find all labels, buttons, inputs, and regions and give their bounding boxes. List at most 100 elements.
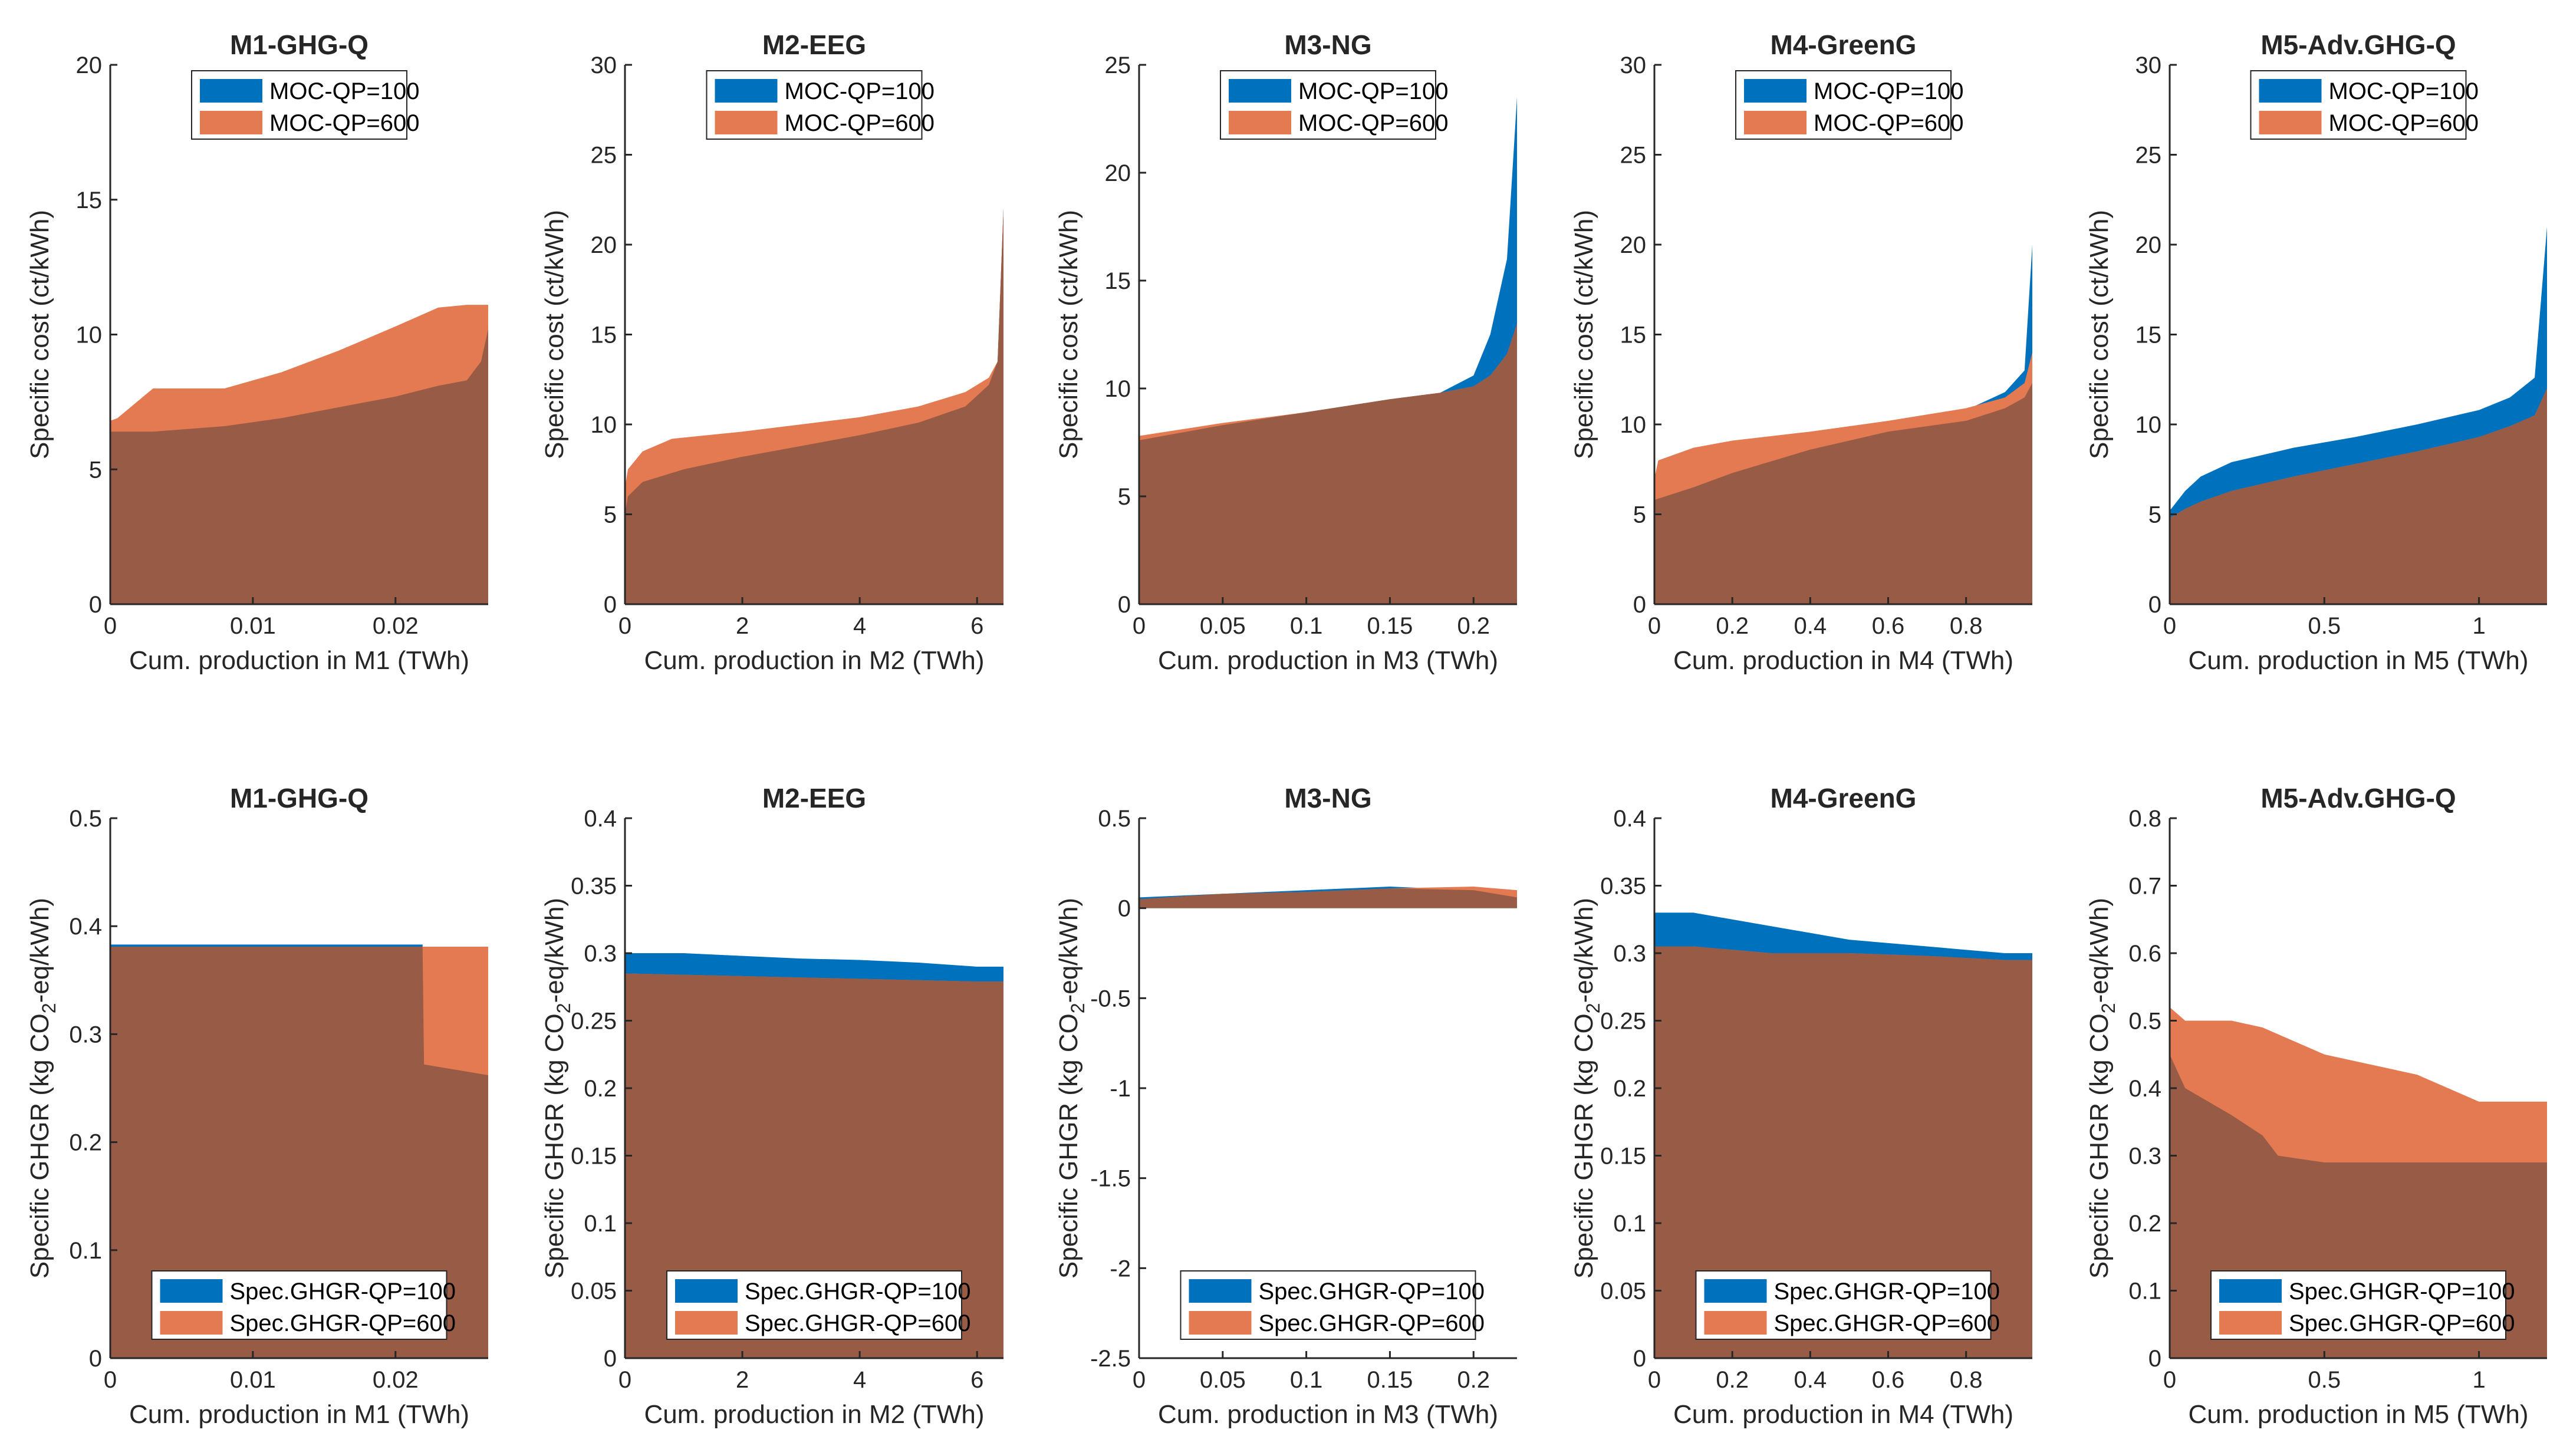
y-tick-label: 0.1 [69, 1238, 102, 1264]
legend-entry: Spec.GHGR-QP=100 [1259, 1279, 1485, 1305]
series-group [1139, 887, 1517, 908]
series-group [110, 305, 488, 604]
x-tick-label: 0.6 [1872, 613, 1905, 639]
legend-swatch [200, 111, 262, 134]
y-tick-label: 0.25 [571, 1009, 617, 1035]
series-area-overlap [625, 973, 1003, 1358]
y-tick-label: 10 [1620, 412, 1647, 438]
legend-swatch [1229, 79, 1291, 103]
legend-entry: Spec.GHGR-QP=600 [230, 1310, 456, 1336]
x-tick-label: 0.15 [1367, 1367, 1413, 1393]
y-tick-label: -0.5 [1090, 986, 1131, 1012]
x-tick-label: 0.6 [1872, 1367, 1905, 1393]
y-tick-label: 0.15 [1600, 1144, 1646, 1170]
y-tick-label: 0.35 [1600, 874, 1646, 900]
y-tick-label: 15 [1620, 322, 1647, 348]
legend: Spec.GHGR-QP=100 Spec.GHGR-QP=600 [666, 1270, 971, 1340]
y-tick-label: 0.05 [571, 1279, 617, 1305]
x-tick-label: 0.02 [373, 613, 419, 639]
legend-entry: Spec.GHGR-QP=100 [230, 1279, 456, 1305]
y-tick-label: 0.25 [1600, 1009, 1646, 1035]
series-area-overlap [2170, 388, 2547, 604]
y-tick-label: 0 [1633, 1346, 1646, 1372]
y-tick-label: 0.4 [584, 806, 617, 832]
y-tick-label: 5 [604, 502, 617, 528]
y-tick-label: 25 [1105, 52, 1131, 78]
x-tick-label: 0.1 [1290, 613, 1323, 639]
x-tick-label: 0 [1648, 1367, 1661, 1393]
legend-entry: MOC-QP=100 [785, 78, 935, 104]
y-tick-label: 0.15 [571, 1144, 617, 1170]
legend-entry: Spec.GHGR-QP=600 [745, 1310, 971, 1336]
legend-swatch [1744, 111, 1807, 134]
legend-swatch [160, 1279, 223, 1303]
y-tick-label: 0 [1118, 896, 1131, 922]
legend-swatch [2259, 111, 2322, 134]
series-group [1654, 245, 2032, 604]
x-axis-label: Cum. production in M5 (TWh) [2188, 1400, 2528, 1429]
x-tick-label: 0.2 [1457, 613, 1490, 639]
y-tick-label: 30 [1620, 52, 1647, 78]
y-tick-label: 15 [2135, 322, 2162, 348]
x-tick-label: 0 [2163, 1367, 2176, 1393]
legend-entry: MOC-QP=600 [1298, 110, 1449, 136]
y-tick-label: -2 [1110, 1256, 1131, 1282]
legend: MOC-QP=100 MOC-QP=600 [1220, 70, 1449, 140]
x-tick-label: 4 [853, 1367, 866, 1393]
y-tick-label: 25 [2135, 143, 2162, 169]
y-tick-label: 0 [89, 1346, 102, 1372]
y-tick-label: 0.2 [2128, 1211, 2161, 1237]
x-tick-label: 0.01 [230, 613, 276, 639]
y-tick-label: 0 [2148, 592, 2161, 618]
x-tick-label: 0 [1133, 613, 1146, 639]
legend: Spec.GHGR-QP=100 Spec.GHGR-QP=600 [151, 1270, 456, 1340]
y-axis-label: Specific cost (ct/kWh) [1054, 210, 1083, 459]
series-area-overlap [110, 947, 488, 1358]
series-group [625, 209, 1003, 604]
chart-title: M4-GreenG [1771, 783, 1917, 813]
y-tick-label: 15 [76, 187, 103, 213]
legend-swatch [1189, 1311, 1252, 1335]
subplot-3: 0 0.05 0.1 0.15 0.2 0 5 10 15 20 25 M3-NG Cum. produ… [1054, 29, 1517, 675]
y-tick-label: 0.3 [1613, 941, 1646, 967]
subplot-8: 0 0.05 0.1 0.15 0.2 -2.5 -2 -1.5 -1 -0.5 0 0.5 M3-NG… [1054, 783, 1517, 1429]
legend-swatch [715, 111, 778, 134]
chart-title: M4-GreenG [1771, 29, 1917, 60]
x-tick-label: 0 [618, 1367, 631, 1393]
x-axis-label: Cum. production in M4 (TWh) [1673, 1400, 2013, 1429]
x-tick-label: 0.2 [1716, 1367, 1749, 1393]
x-tick-label: 0 [104, 1367, 117, 1393]
x-tick-label: 0.4 [1794, 613, 1827, 639]
y-tick-label: 0.2 [584, 1076, 617, 1102]
legend-entry: MOC-QP=600 [2329, 110, 2479, 136]
legend-entry: MOC-QP=600 [785, 110, 935, 136]
legend-swatch [715, 79, 778, 103]
series-area-overlap [1654, 383, 2032, 604]
y-tick-label: 5 [2148, 502, 2161, 528]
x-axis-label: Cum. production in M1 (TWh) [129, 1400, 469, 1429]
legend-swatch [2219, 1279, 2282, 1303]
x-tick-label: 0.5 [2308, 613, 2341, 639]
legend-entry: MOC-QP=100 [1298, 78, 1449, 104]
y-tick-label: 0 [89, 592, 102, 618]
legend-swatch [1704, 1279, 1767, 1303]
legend-swatch [1229, 111, 1291, 134]
legend-entry: MOC-QP=100 [269, 78, 420, 104]
y-tick-label: 20 [76, 52, 103, 78]
legend-entry: MOC-QP=600 [1814, 110, 1964, 136]
subplot-9: 0 0.2 0.4 0.6 0.8 0 0.05 0.1 0.15 0.2 0.25 0.3 0.35 0… [1569, 783, 2032, 1429]
y-tick-label: 0.2 [1613, 1076, 1646, 1102]
x-tick-label: 1 [2472, 613, 2485, 639]
legend-swatch [160, 1311, 223, 1335]
y-tick-label: 0.5 [1098, 806, 1131, 832]
x-tick-label: 1 [2472, 1367, 2485, 1393]
series-area-overlap [1139, 324, 1517, 604]
y-tick-label: 15 [591, 322, 617, 348]
legend-entry: MOC-QP=100 [1814, 78, 1964, 104]
legend-entry: MOC-QP=100 [2329, 78, 2479, 104]
x-tick-label: 0.05 [1200, 613, 1246, 639]
legend-entry: Spec.GHGR-QP=600 [2289, 1310, 2515, 1336]
chart-title: M1-GHG-Q [230, 29, 368, 60]
x-tick-label: 4 [853, 613, 866, 639]
